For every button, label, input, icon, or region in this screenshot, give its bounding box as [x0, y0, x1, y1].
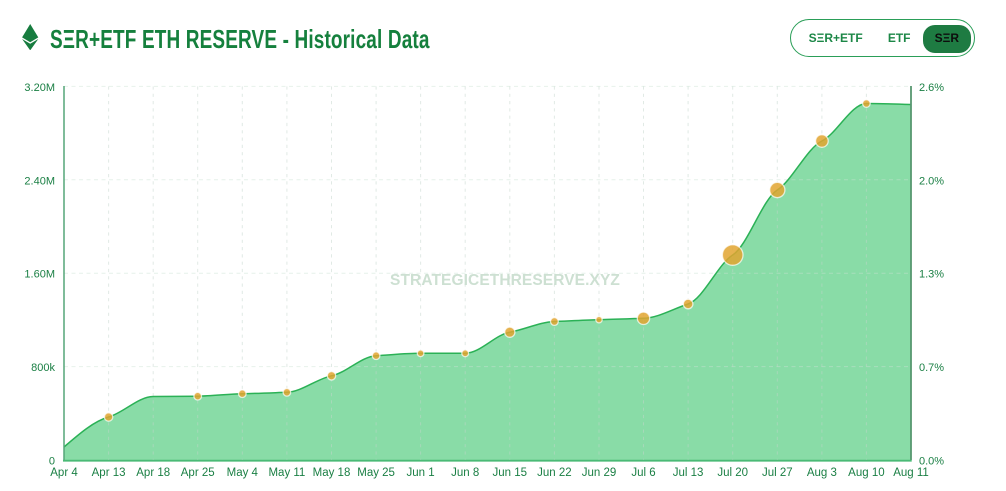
svg-text:Jul 6: Jul 6 [631, 467, 655, 479]
svg-text:Jul 13: Jul 13 [673, 467, 704, 479]
svg-text:May 18: May 18 [313, 467, 351, 479]
svg-text:May 11: May 11 [268, 467, 305, 479]
svg-text:1.3%: 1.3% [919, 269, 944, 281]
svg-text:Apr 25: Apr 25 [181, 467, 215, 479]
svg-text:Jun 1: Jun 1 [407, 467, 435, 479]
svg-text:Jun 8: Jun 8 [451, 467, 479, 479]
svg-text:0.0%: 0.0% [919, 456, 944, 468]
svg-text:Apr 13: Apr 13 [92, 467, 126, 479]
svg-text:Aug 3: Aug 3 [807, 467, 837, 479]
svg-text:2.0%: 2.0% [919, 175, 944, 187]
svg-text:Aug 10: Aug 10 [848, 467, 884, 479]
svg-text:Jun 15: Jun 15 [493, 467, 528, 479]
svg-text:Apr 18: Apr 18 [136, 467, 170, 479]
svg-text:0: 0 [49, 456, 55, 468]
svg-text:Jul 20: Jul 20 [717, 467, 748, 479]
svg-text:800k: 800k [31, 362, 55, 374]
svg-text:0.7%: 0.7% [919, 362, 944, 374]
svg-text:Jun 29: Jun 29 [582, 467, 617, 479]
svg-text:1.60M: 1.60M [24, 269, 55, 281]
svg-text:Jun 22: Jun 22 [537, 467, 572, 479]
svg-text:2.6%: 2.6% [919, 82, 944, 94]
svg-text:Apr 4: Apr 4 [50, 467, 78, 479]
svg-text:2.40M: 2.40M [24, 175, 55, 187]
svg-text:3.20M: 3.20M [24, 82, 55, 94]
svg-text:Aug 11: Aug 11 [893, 467, 929, 479]
svg-text:May 25: May 25 [357, 467, 395, 479]
svg-text:May 4: May 4 [227, 467, 259, 479]
svg-text:Jul 27: Jul 27 [762, 467, 793, 479]
